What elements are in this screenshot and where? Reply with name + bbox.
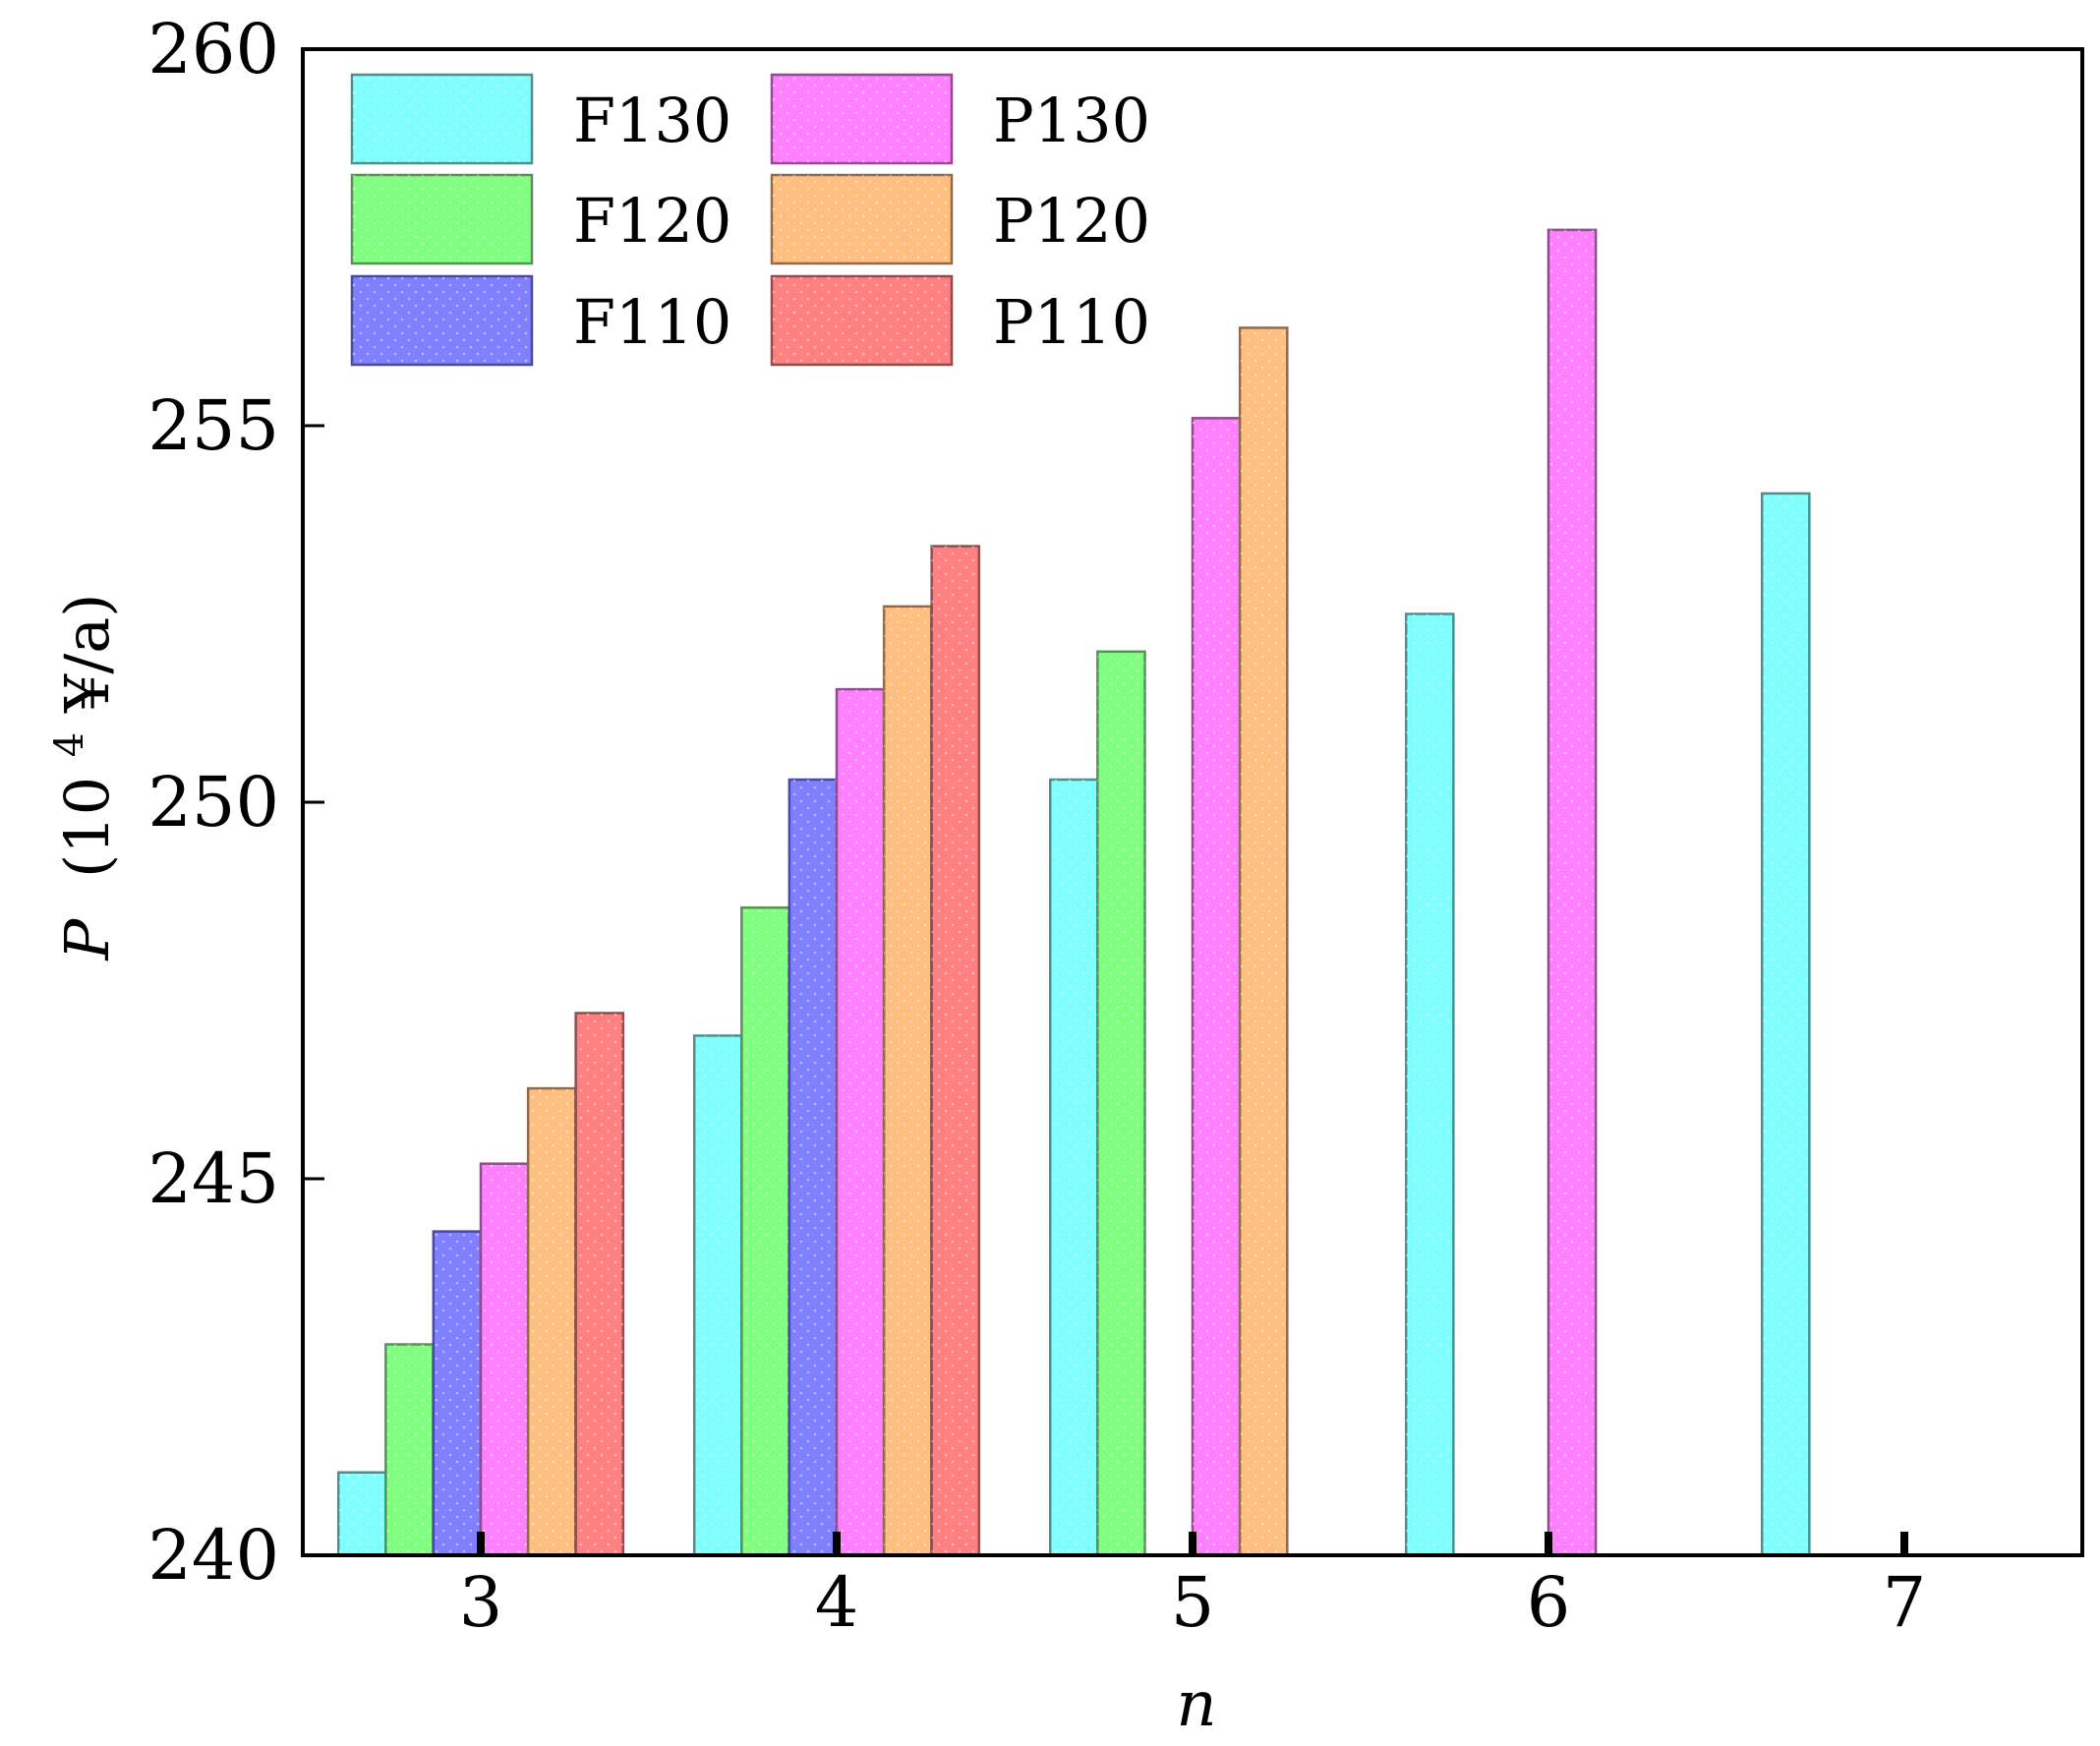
- bar-p120-n3: [526, 1086, 577, 1557]
- bar-f110-n3: [432, 1230, 483, 1557]
- y-axis-label-exponent: 4: [47, 732, 92, 757]
- bar-p130-n3: [479, 1162, 530, 1557]
- legend-swatch-texture: [352, 75, 532, 163]
- bar-f130-n4: [692, 1034, 743, 1557]
- legend: F130 F120 F110 P130 P120 P110: [350, 73, 1150, 367]
- legend-label: F120: [573, 185, 731, 257]
- bar-texture: [575, 1013, 623, 1555]
- bar-p110-n3: [574, 1012, 625, 1557]
- bar-texture: [481, 1163, 529, 1555]
- bar-texture: [741, 907, 789, 1555]
- legend-item-p120: P120: [770, 173, 1150, 265]
- y-tick-label: 245: [147, 1138, 279, 1219]
- x-tick-label: 6: [1527, 1562, 1571, 1643]
- bar-texture: [433, 1231, 481, 1555]
- bar-p110-n4: [930, 545, 981, 1557]
- axis-labels: n P (10 4 ¥/a): [26, 594, 1217, 1741]
- bar-texture: [1406, 613, 1454, 1555]
- bar-p120-n4: [882, 605, 933, 1557]
- bar-texture: [1193, 418, 1241, 1556]
- legend-label: F130: [573, 85, 731, 156]
- legend-swatch-texture: [352, 175, 532, 263]
- bar-texture: [385, 1344, 434, 1555]
- y-tick-label: 255: [147, 385, 279, 466]
- legend-item-f130: F130: [350, 73, 731, 165]
- legend-swatch-texture: [352, 276, 532, 365]
- bar-texture: [788, 780, 837, 1555]
- bar-f130-n7: [1760, 492, 1811, 1557]
- bar-f120-n3: [384, 1343, 435, 1557]
- bar-texture: [837, 689, 885, 1555]
- bar-texture: [528, 1088, 576, 1555]
- legend-label: P110: [993, 286, 1150, 358]
- bars-layer: [336, 228, 1811, 1557]
- y-axis-label-variable: P: [51, 917, 123, 960]
- bar-f130-n6: [1404, 612, 1455, 1557]
- bar-f130-n3: [336, 1471, 387, 1557]
- y-axis-label-unit: ¥/a): [51, 594, 123, 715]
- y-tick-label: 260: [147, 9, 279, 89]
- bar-f110-n4: [788, 778, 839, 1557]
- legend-swatch-texture: [772, 75, 952, 163]
- legend-label: P120: [993, 185, 1150, 257]
- y-tick-label: 250: [147, 762, 279, 843]
- bar-f120-n5: [1096, 650, 1146, 1557]
- y-axis-label: P (10 4 ¥/a): [26, 594, 123, 961]
- bar-texture: [694, 1035, 742, 1555]
- legend-label: P130: [993, 85, 1150, 156]
- bar-f130-n5: [1048, 778, 1099, 1557]
- x-tick-label: 4: [815, 1562, 859, 1643]
- x-axis-label: n: [1176, 1668, 1216, 1741]
- bar-texture: [1240, 327, 1288, 1555]
- bar-texture: [1097, 651, 1145, 1555]
- legend-label: F110: [573, 286, 731, 358]
- plot-frame: [301, 47, 2084, 1557]
- bar-texture: [1050, 780, 1098, 1555]
- bar-p130-n4: [835, 687, 886, 1557]
- ticks-layer: 3 4 5 6 7 240 245 250 255 260: [147, 9, 1926, 1643]
- x-tick-label: 7: [1883, 1562, 1927, 1643]
- legend-swatch-texture: [772, 175, 952, 263]
- bar-texture: [884, 606, 932, 1555]
- bar-f120-n4: [740, 905, 790, 1557]
- bar-texture: [931, 546, 979, 1555]
- bar-p130-n6: [1546, 228, 1598, 1557]
- legend-item-p110: P110: [770, 274, 1150, 367]
- bar-texture: [1548, 229, 1597, 1556]
- legend-item-f110: F110: [350, 274, 731, 367]
- legend-item-p130: P130: [770, 73, 1150, 165]
- bar-p120-n5: [1238, 326, 1289, 1557]
- bar-p130-n5: [1191, 417, 1242, 1557]
- bar-texture: [1762, 493, 1810, 1556]
- y-tick-label: 240: [147, 1515, 279, 1596]
- x-tick-label: 3: [459, 1562, 503, 1643]
- bar-texture: [338, 1472, 386, 1555]
- x-tick-label: 5: [1171, 1562, 1215, 1643]
- legend-swatch-texture: [772, 276, 952, 365]
- y-axis-label-base: (10: [51, 777, 123, 878]
- legend-item-f120: F120: [350, 173, 731, 265]
